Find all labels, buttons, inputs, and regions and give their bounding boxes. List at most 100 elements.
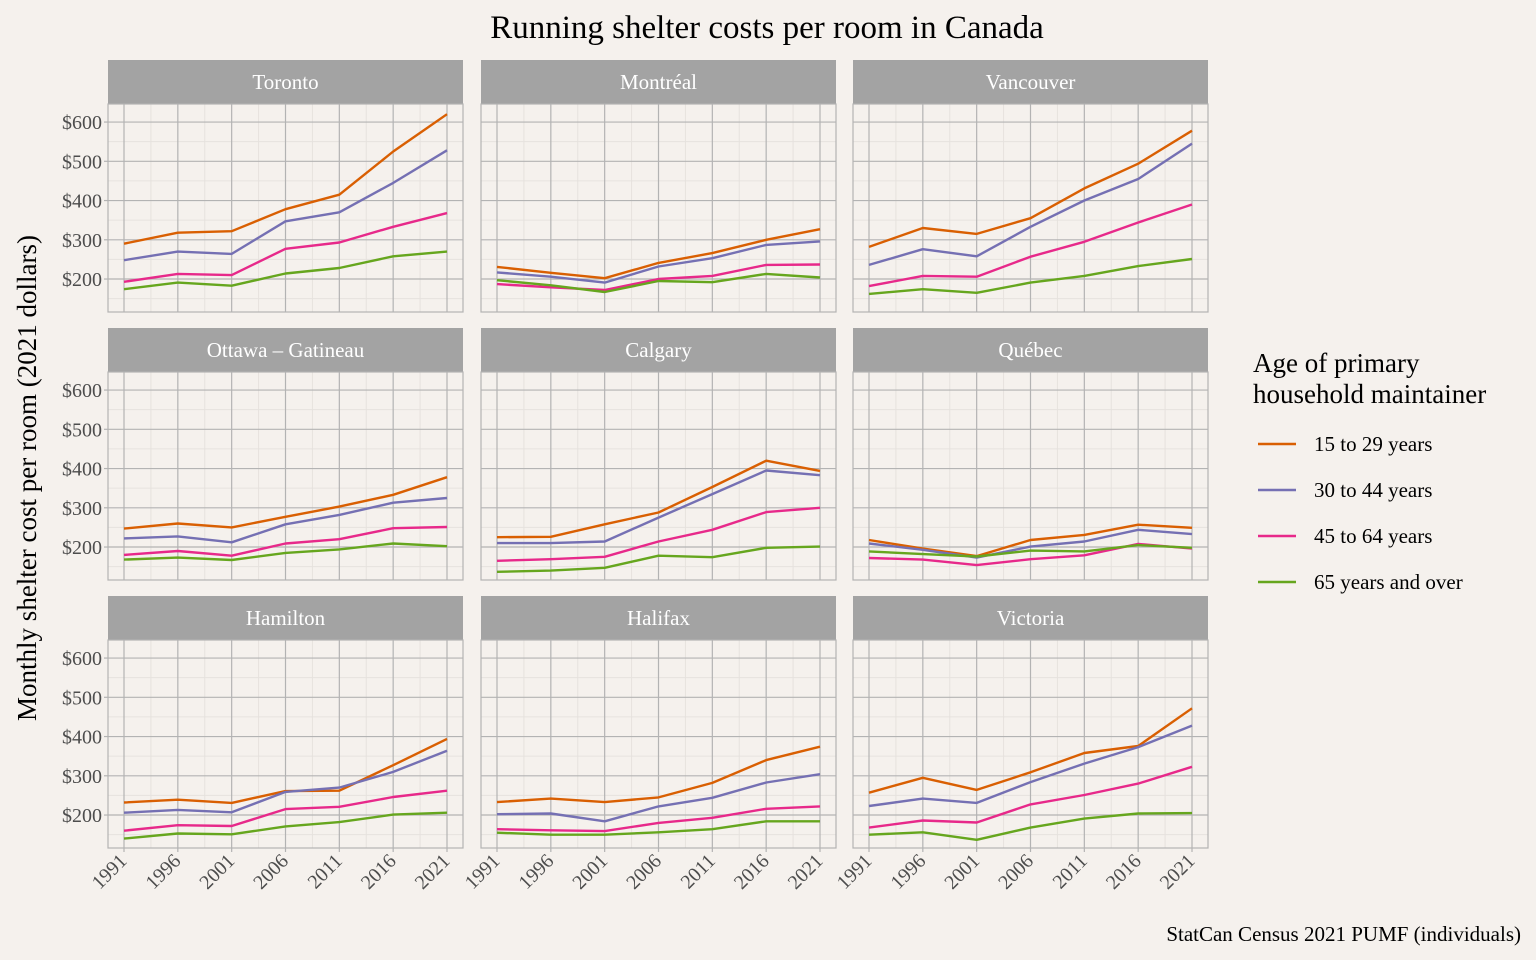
panel-ottawa-gatineau: Ottawa – Gatineau $200 $300 $400 $500 $600: [62, 328, 464, 581]
x-tick-label: 1996: [515, 850, 559, 894]
y-tick-label: $400: [62, 459, 102, 481]
legend-entry-label: 65 years and over: [1314, 570, 1463, 594]
legend-title-line-2: household maintainer: [1253, 379, 1486, 409]
series-line-30-to-44-years: [868, 724, 1193, 808]
series-line-65-years-and-over: [868, 811, 1193, 841]
x-tick-label: 2021: [411, 850, 455, 894]
gridlines: [108, 372, 463, 580]
chart-title: Running shelter costs per room in Canada: [490, 10, 1044, 46]
x-tick-label: 2011: [1049, 850, 1092, 893]
series-line-65-years-and-over: [496, 545, 821, 573]
x-tick-label: 1996: [142, 850, 186, 894]
gridlines: [853, 640, 1208, 848]
legend-title-line-1: Age of primary: [1253, 348, 1420, 378]
facet-strip-label: Halifax: [627, 606, 690, 630]
legend-entry-45-to-64-years: 45 to 64 years: [1258, 524, 1432, 548]
y-tick-label: $500: [62, 687, 102, 709]
facet-strip-label: Toronto: [252, 70, 318, 94]
panel-vancouver: Vancouver: [852, 60, 1209, 313]
series-line-45-to-64-years: [868, 203, 1193, 288]
x-tick-label: 1996: [887, 850, 931, 894]
panel-border: [480, 371, 837, 581]
facet-strip-label: Ottawa – Gatineau: [207, 338, 365, 362]
legend-entry-label: 30 to 44 years: [1314, 478, 1432, 502]
panel-hamilton: Hamilton $200 $300 $400 $500 $600 1991 1996 2001…: [62, 596, 464, 894]
x-tick-label: 2011: [677, 850, 720, 893]
y-tick-label: $200: [62, 269, 102, 291]
series-line-30-to-44-years: [497, 469, 821, 545]
series-line-15-to-29-years: [496, 459, 821, 539]
series-line-65-years-and-over: [123, 811, 448, 840]
y-tick-label: $600: [62, 112, 102, 134]
series-line-15-to-29-years: [496, 228, 821, 280]
caption: StatCan Census 2021 PUMF (individuals): [1166, 922, 1521, 946]
series-line-15-to-29-years: [123, 113, 448, 245]
series-line-15-to-29-years: [123, 476, 448, 530]
facet-strip-label: Victoria: [997, 606, 1065, 630]
series-line-30-to-44-years: [496, 240, 821, 284]
facet-strip: [108, 60, 463, 104]
facet-strip: [481, 596, 836, 640]
panel-halifax: Halifax 1991 1996 2001 2006 2011 2016 2021: [461, 596, 837, 894]
panel-border: [852, 371, 1209, 581]
facet-strip: [853, 60, 1208, 104]
facet-strip: [108, 596, 463, 640]
gridlines: [853, 372, 1208, 580]
x-tick-label: 2001: [568, 850, 612, 894]
series-line-65-years-and-over: [868, 257, 1193, 296]
series-line-30-to-44-years: [496, 773, 821, 823]
panel-calgary: Calgary: [480, 328, 837, 581]
series-line-45-to-64-years: [496, 805, 821, 833]
facet-strip: [481, 328, 836, 372]
gridlines: [481, 372, 836, 580]
panel-victoria: Victoria 1991 1996 2001 2006 2011 2016 2021: [833, 596, 1209, 894]
panel-border: [480, 103, 837, 313]
x-tick-label: 2011: [304, 850, 347, 893]
legend-entries: 15 to 29 years 30 to 44 years 45 to 64 yea…: [1258, 432, 1463, 594]
facet-strip-label: Hamilton: [246, 606, 326, 630]
panel-toronto: Toronto $200 $300 $400 $500 $600: [62, 60, 464, 313]
x-tick-label: 1991: [461, 850, 505, 894]
y-tick-label: $600: [62, 380, 102, 402]
y-tick-label: $600: [62, 648, 102, 670]
series-line-65-years-and-over: [123, 542, 448, 562]
x-tick-label: 2021: [784, 850, 828, 894]
series-line-15-to-29-years: [496, 745, 821, 804]
facet-strip: [481, 60, 836, 104]
x-tick-label: 1991: [833, 850, 877, 894]
y-tick-label: $200: [62, 805, 102, 827]
x-tick-label: 2016: [357, 850, 401, 894]
series-line-45-to-64-years: [496, 506, 821, 562]
x-tick-label: 2016: [730, 850, 774, 894]
panel-quebec: Québec: [852, 328, 1209, 581]
legend-entry-label: 15 to 29 years: [1314, 432, 1432, 456]
facet-strip-label: Calgary: [625, 338, 692, 362]
facet-strip-label: Vancouver: [986, 70, 1076, 94]
series-line-30-to-44-years: [123, 749, 448, 814]
series-line-65-years-and-over: [868, 543, 1193, 558]
y-tick-label: $500: [62, 419, 102, 441]
x-tick-label: 1991: [88, 850, 132, 894]
x-tick-label: 2001: [940, 850, 984, 894]
x-tick-label: 2001: [195, 850, 239, 894]
series-line-65-years-and-over: [496, 272, 821, 294]
panel-border: [107, 103, 464, 313]
series-line-30-to-44-years: [868, 528, 1193, 559]
gridlines: [853, 104, 1208, 312]
series-line-65-years-and-over: [496, 820, 820, 836]
x-tick-label: 2021: [1156, 850, 1200, 894]
legend-entry-65-years-and-over: 65 years and over: [1258, 570, 1463, 594]
y-tick-label: $300: [62, 766, 102, 788]
series-line-45-to-64-years: [496, 263, 821, 292]
panel-grid: Toronto $200 $300 $400 $500 $600 Montréal Vanco…: [62, 60, 1209, 894]
y-tick-label: $500: [62, 151, 102, 173]
facet-strip-label: Montréal: [620, 70, 697, 94]
series-line-45-to-64-years: [123, 789, 448, 832]
x-tick-label: 2016: [1102, 850, 1146, 894]
legend: Age of primary household maintainer 15 t…: [1253, 348, 1486, 594]
y-tick-label: $200: [62, 537, 102, 559]
series-line-30-to-44-years: [868, 142, 1193, 267]
series-line-45-to-64-years: [868, 765, 1193, 829]
panel-border: [107, 371, 464, 581]
